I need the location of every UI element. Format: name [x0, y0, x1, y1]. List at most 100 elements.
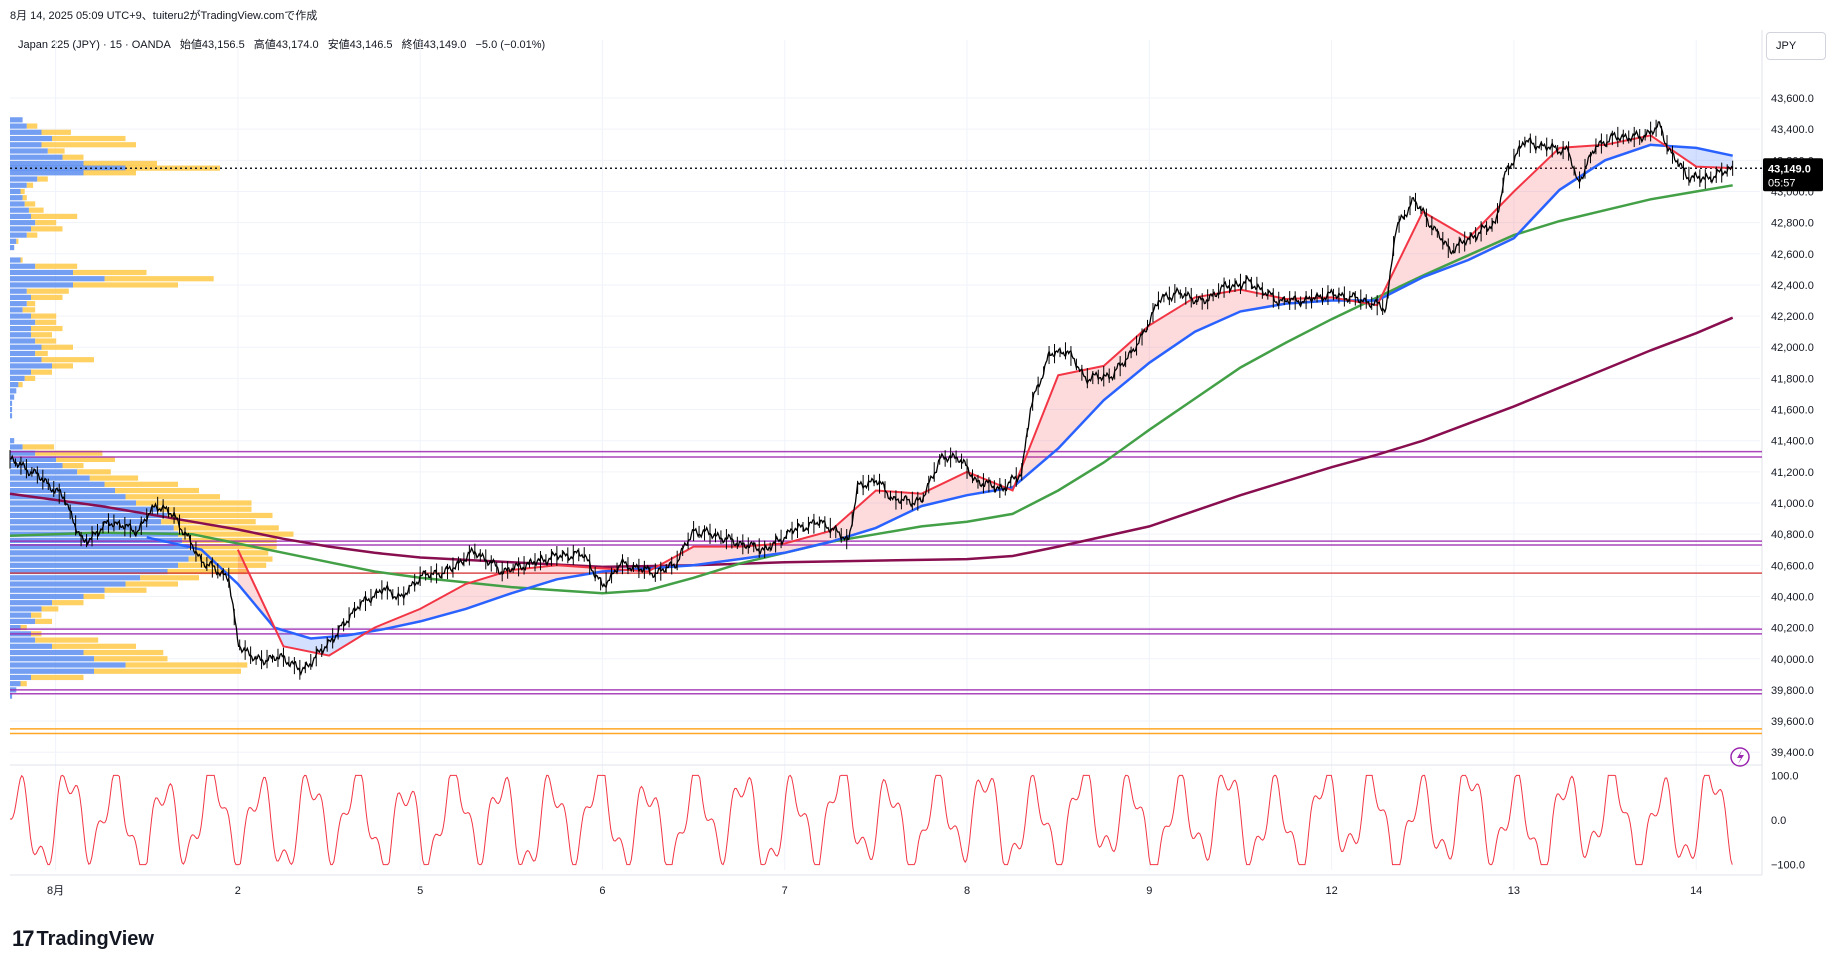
- indicator-lines: [9, 119, 1734, 680]
- volume-profile-bar-up: [10, 656, 94, 662]
- volume-profile-bar-down: [31, 313, 57, 319]
- volume-profile: [10, 117, 294, 699]
- ma-maroon-line: [9, 316, 1734, 569]
- volume-profile-bar-down: [41, 129, 71, 135]
- volume-profile-bar-down: [83, 593, 105, 600]
- volume-profile-bar-down: [35, 220, 57, 226]
- volume-profile-bar-up: [10, 506, 157, 512]
- volume-profile-bar-down: [20, 257, 23, 263]
- symbol-name: Japan 225 (JPY) · 15 · OANDA: [18, 39, 171, 51]
- volume-profile-bar-up: [10, 244, 15, 251]
- volume-profile-bar-up: [10, 575, 141, 581]
- time-tick-label: 12: [1325, 885, 1337, 897]
- volume-profile-bar-down: [26, 123, 38, 129]
- time-tick-label: 9: [1146, 885, 1152, 897]
- currency-button[interactable]: JPY: [1766, 32, 1826, 60]
- volume-profile-bar-up: [10, 618, 36, 624]
- volume-profile-bar-up: [10, 550, 195, 556]
- ma-green-line: [9, 184, 1733, 595]
- volume-profile-bar-up: [10, 444, 23, 450]
- oscillator-line: [9, 774, 1733, 866]
- volume-profile-bar-up: [10, 117, 23, 123]
- volume-profile-bar-up: [10, 319, 36, 325]
- volume-profile-bar-down: [31, 226, 63, 232]
- volume-profile-bar-down: [22, 444, 55, 450]
- price-tick-label: 42,800.0: [1771, 218, 1814, 230]
- time-tick-label: 2: [235, 885, 241, 897]
- volume-profile-bar-up: [10, 213, 31, 220]
- volume-profile-bar-up: [10, 257, 21, 263]
- volume-profile-bar-down: [73, 269, 147, 276]
- ema-cloud-fill: [1381, 135, 1669, 299]
- volume-profile-bar-up: [10, 606, 42, 612]
- volume-profile-bar-up: [10, 338, 36, 344]
- volume-profile-bar-up: [10, 475, 90, 481]
- volume-profile-bar-up: [10, 400, 13, 406]
- volume-profile-bar-up: [10, 375, 25, 381]
- volume-profile-bar-down: [157, 506, 252, 512]
- volume-profile-bar-down: [35, 338, 57, 344]
- volume-profile-bar-down: [31, 213, 78, 220]
- volume-profile-bar-up: [10, 556, 189, 562]
- brand-name: TradingView: [36, 927, 154, 950]
- volume-profile-bar-up: [10, 294, 31, 301]
- oscillator-pane: 100.0 0.0 −100.0: [9, 770, 1805, 872]
- volume-profile-bar-down: [41, 142, 136, 148]
- volume-profile-bar-up: [10, 160, 84, 167]
- volume-profile-bar-up: [10, 668, 94, 674]
- volume-profile-bar-up: [10, 188, 21, 195]
- price-tick-label: 39,600.0: [1771, 716, 1814, 728]
- volume-profile-bar-up: [10, 568, 168, 575]
- time-tick-label: 8月: [47, 885, 64, 897]
- volume-profile-bar-down: [136, 500, 252, 506]
- volume-profile-bar-up: [10, 637, 36, 643]
- volume-profile-bar-up: [10, 693, 13, 699]
- volume-profile-bar-down: [62, 463, 84, 469]
- volume-profile-bar-down: [188, 556, 273, 562]
- volume-profile-bar-down: [178, 531, 294, 537]
- volume-profile-bar-down: [35, 618, 52, 624]
- volume-profile-bar-down: [20, 681, 27, 687]
- volume-profile-bar-up: [10, 481, 105, 487]
- volume-profile-bar-up: [10, 135, 52, 142]
- tradingview-brand[interactable]: 17 TradingView: [12, 926, 154, 952]
- volume-profile-bar-down: [35, 319, 57, 325]
- price-tick-label: 42,200.0: [1771, 311, 1814, 323]
- volume-profile-bar-down: [125, 494, 220, 500]
- volume-profile-bar-down: [178, 562, 267, 568]
- volume-profile-bar-down: [37, 176, 48, 182]
- oscillator-tick-label: 0.0: [1771, 815, 1786, 827]
- time-tick-label: 7: [782, 885, 788, 897]
- grid: [10, 30, 1763, 876]
- volume-profile-bar-up: [10, 238, 17, 244]
- volume-profile-bar-up: [10, 413, 13, 419]
- volume-profile-bar-down: [83, 160, 157, 167]
- price-tag-box: [1763, 158, 1823, 192]
- volume-profile-bar-down: [52, 135, 126, 142]
- volume-profile-bar-up: [10, 625, 21, 631]
- volume-profile-bar-up: [10, 674, 31, 681]
- volume-profile-bar-up: [10, 344, 42, 350]
- volume-profile-bar-up: [10, 406, 13, 413]
- time-tick-label: 6: [599, 885, 605, 897]
- ema-cloud-fill: [1668, 146, 1733, 169]
- volume-profile-bar-down: [41, 606, 59, 612]
- volume-profile-bar-down: [182, 537, 277, 543]
- volume-profile-bar-down: [140, 575, 199, 581]
- price-tick-label: 40,800.0: [1771, 529, 1814, 541]
- volume-profile-bar-down: [26, 288, 69, 294]
- volume-profile-bar-up: [10, 363, 52, 369]
- volume-profile-bar-up: [10, 332, 31, 338]
- volume-profile-bar-up: [10, 382, 19, 388]
- price-tick-label: 42,600.0: [1771, 249, 1814, 261]
- chart-created-line: 8月 14, 2025 05:09 UTC+9、tuiteru2がTrading…: [10, 10, 318, 22]
- volume-profile-bar-down: [104, 276, 214, 282]
- alert-icon[interactable]: [1730, 747, 1750, 767]
- volume-profile-bar-up: [10, 232, 27, 238]
- volume-profile-bar-down: [62, 154, 84, 160]
- volume-profile-bar-up: [10, 288, 27, 294]
- volume-profile-bar-up: [10, 123, 27, 129]
- price-tick-label: 41,400.0: [1771, 436, 1814, 448]
- volume-profile-bar-down: [167, 512, 273, 519]
